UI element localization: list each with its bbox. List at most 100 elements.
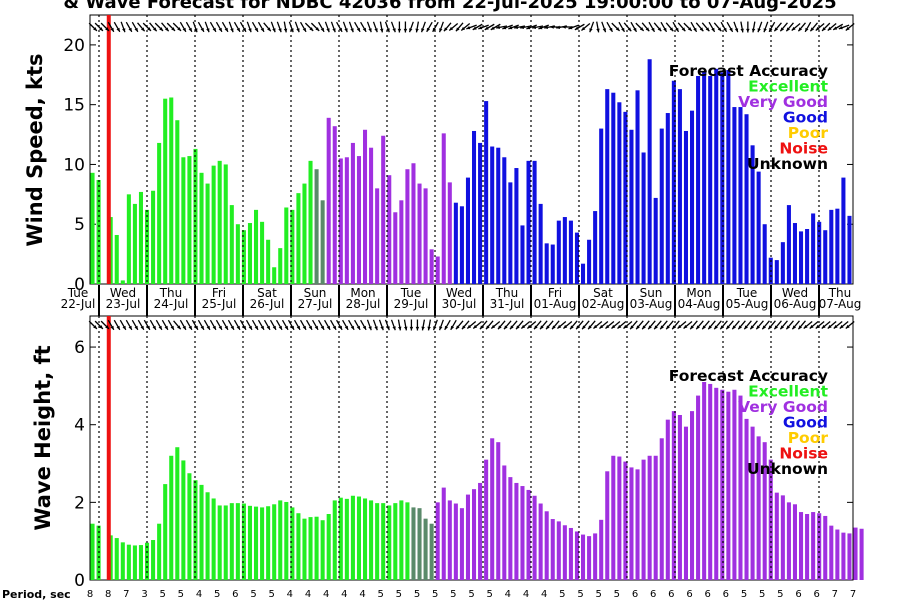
bar — [490, 146, 495, 284]
bar — [744, 418, 749, 580]
day-date-label: 02-Aug — [582, 297, 625, 311]
legend-item: Very Good — [738, 398, 828, 416]
bar — [544, 243, 549, 284]
bar — [247, 223, 252, 284]
arrow-head — [320, 325, 325, 330]
bar — [132, 203, 137, 284]
arrow-head — [248, 325, 252, 330]
period-value: 5 — [250, 589, 256, 600]
arrow-head — [309, 27, 314, 31]
period-value: 4 — [196, 589, 202, 600]
bar — [405, 502, 410, 580]
bar — [514, 482, 519, 580]
bar — [708, 75, 713, 285]
day-date-label: 23-Jul — [106, 297, 141, 311]
bar — [417, 508, 422, 580]
bar — [568, 220, 573, 284]
arrow-head — [702, 325, 706, 330]
period-value: 5 — [450, 589, 456, 600]
arrow-head — [751, 28, 756, 33]
bar — [484, 101, 489, 284]
period-value: 6 — [704, 589, 710, 600]
day-of-week-label: Tue — [736, 286, 758, 300]
bar — [780, 242, 785, 284]
day-of-week-label: Wed — [446, 286, 472, 300]
bar — [211, 498, 216, 580]
arrow-head — [657, 27, 662, 32]
day-of-week-label: Sat — [257, 286, 277, 300]
bar — [562, 217, 567, 284]
arrow-head — [356, 325, 361, 330]
bar — [199, 484, 204, 580]
legend-item: Excellent — [748, 78, 828, 96]
arrow-head — [786, 325, 791, 330]
bar — [393, 212, 398, 284]
bar — [490, 438, 495, 580]
arrow-head — [839, 324, 844, 329]
bar — [417, 183, 422, 284]
arrow-head — [576, 325, 580, 330]
bar — [266, 506, 271, 580]
day-date-label: 28-Jul — [346, 297, 381, 311]
arrow-head — [540, 325, 544, 330]
arrow-head — [740, 28, 744, 33]
period-value: 4 — [305, 589, 311, 600]
arrow-head — [663, 27, 667, 32]
bar — [163, 98, 168, 284]
bar — [375, 188, 380, 284]
day-date-label: 26-Jul — [250, 297, 285, 311]
arrow-head — [443, 27, 448, 32]
bar — [151, 540, 156, 580]
y-tick-label: 20 — [63, 36, 85, 56]
bar — [520, 225, 525, 284]
day-date-label: 05-Aug — [726, 297, 769, 311]
bar — [284, 501, 289, 580]
bar — [805, 229, 810, 284]
bar — [677, 89, 682, 284]
period-value: 5 — [159, 589, 165, 600]
arrow-head — [660, 325, 664, 330]
period-value: 4 — [505, 589, 511, 600]
arrow-head — [815, 324, 820, 329]
arrow-head — [332, 28, 336, 33]
arrow-head — [534, 325, 538, 330]
arrow-head — [344, 28, 348, 33]
arrow-head — [556, 25, 561, 30]
bar — [556, 220, 561, 284]
bar — [387, 175, 392, 284]
arrow-head — [134, 27, 138, 32]
arrow-head — [439, 28, 443, 33]
bar — [538, 203, 543, 284]
arrow-head — [404, 326, 408, 331]
arrow-head — [762, 325, 766, 330]
bar — [732, 389, 737, 580]
y-tick-label: 0 — [74, 571, 85, 591]
arrow-head — [315, 27, 320, 31]
bar — [453, 202, 458, 284]
period-value: 5 — [268, 589, 274, 600]
day-date-label: 29-Jul — [394, 297, 429, 311]
arrow-head — [212, 27, 216, 32]
arrow-head — [732, 325, 736, 330]
bar — [502, 157, 507, 284]
arrow-head — [426, 27, 431, 32]
period-value: 8 — [105, 589, 111, 600]
day-date-label: 25-Jul — [202, 297, 237, 311]
arrow-head — [798, 325, 803, 330]
arrow-head — [421, 326, 425, 331]
arrow-head — [805, 27, 809, 32]
period-value: 6 — [668, 589, 674, 600]
bar — [478, 142, 483, 284]
arrow-head — [757, 28, 761, 33]
bar — [272, 267, 277, 284]
bar — [532, 495, 537, 580]
arrow-head — [763, 28, 767, 33]
bar — [447, 500, 452, 580]
bar — [508, 477, 513, 580]
arrow-head — [308, 325, 313, 330]
bar — [429, 523, 434, 580]
bar — [653, 455, 658, 580]
bar — [726, 391, 731, 580]
bar — [308, 160, 313, 284]
